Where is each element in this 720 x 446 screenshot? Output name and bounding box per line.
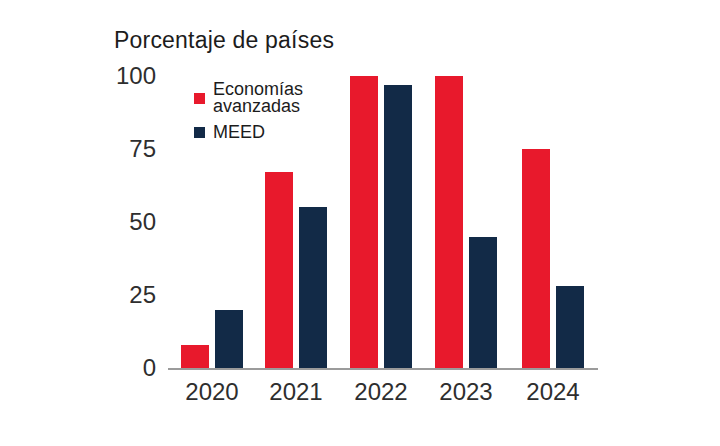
- legend-label-meed: MEED: [213, 124, 265, 141]
- x-axis: 2020 2021 2022 2023 2024: [168, 378, 598, 412]
- y-axis-tick-label: 50: [0, 208, 156, 236]
- bar-meed-2022: [384, 85, 412, 368]
- bar-meed-2024: [556, 286, 584, 368]
- legend-item-meed: MEED: [194, 124, 321, 141]
- bar-economias-avanzadas-2023: [435, 76, 463, 368]
- plot-area: Economías avanzadas MEED: [168, 76, 598, 368]
- bar-meed-2023: [469, 237, 497, 368]
- bar-economias-avanzadas-2024: [522, 149, 550, 368]
- y-axis: 1007550250: [0, 76, 156, 368]
- x-axis-tick-label-2024: 2024: [526, 378, 579, 406]
- x-axis-tick-label-2021: 2021: [269, 378, 322, 406]
- bar-meed-2021: [299, 207, 327, 368]
- y-axis-tick-label: 75: [0, 135, 156, 163]
- y-axis-tick-label: 0: [0, 354, 156, 382]
- legend-item-economias-avanzadas: Economías avanzadas: [194, 81, 321, 115]
- bar-meed-2020: [215, 310, 243, 368]
- x-axis-tick-label-2023: 2023: [439, 378, 492, 406]
- bar-chart: Porcentaje de países 100 75 50 25 0 Economía…: [0, 0, 720, 446]
- legend-label-economias-avanzadas: Economías avanzadas: [213, 81, 321, 115]
- x-axis-tick-label-2020: 2020: [185, 378, 238, 406]
- x-axis-tick-label-2022: 2022: [354, 378, 407, 406]
- y-axis-tick-label: 100: [0, 62, 156, 90]
- chart-title: Porcentaje de países: [114, 27, 334, 54]
- legend-swatch-economias-avanzadas-icon: [194, 93, 205, 104]
- legend-swatch-meed-icon: [194, 127, 205, 138]
- bar-economias-avanzadas-2021: [265, 172, 293, 368]
- y-axis-tick-label: 25: [0, 281, 156, 309]
- x-axis-line: [168, 368, 598, 370]
- bar-economias-avanzadas-2022: [350, 76, 378, 368]
- bar-economias-avanzadas-2020: [181, 345, 209, 368]
- legend: Economías avanzadas MEED: [194, 81, 321, 141]
